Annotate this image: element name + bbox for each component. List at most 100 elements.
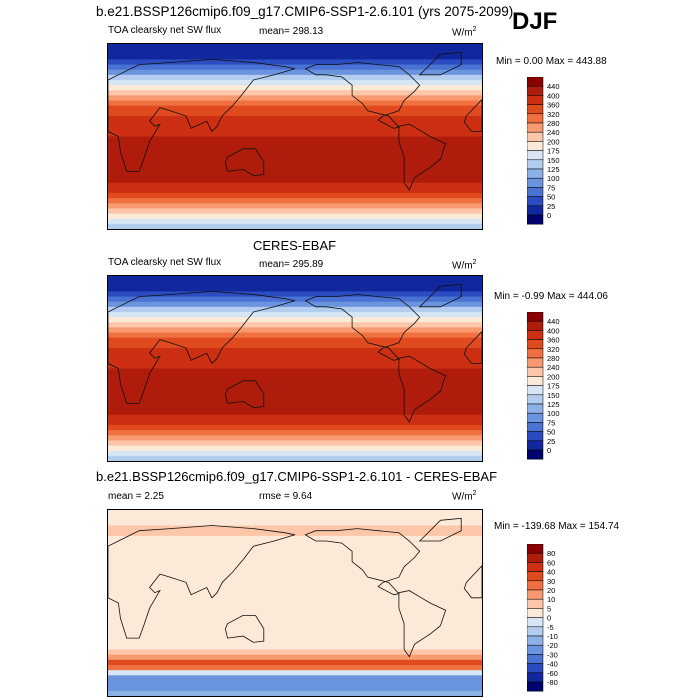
colorbar-swatch [527,617,544,628]
panel1-units-label: W/m2 [452,26,477,39]
map-band [108,49,482,55]
map-band [108,373,482,380]
colorbar-swatch [527,348,544,359]
map-band [108,54,482,61]
colorbar-tick-label: 175 [547,382,560,391]
map-band [108,425,482,431]
map-band [108,172,482,179]
panel3-rmse-label: rmse = 9.64 [259,491,313,502]
colorbar-swatch [527,85,544,96]
map-band [108,404,482,411]
map-band [108,525,482,532]
panel2-minmax: Min = -0.99 Max = 444.06 [494,291,608,302]
colorbar-swatch [527,214,544,225]
colorbar-swatch [527,339,544,350]
colorbar-swatch [527,635,544,646]
colorbar-tick-label: 75 [547,183,555,192]
colorbar-tick-label: 150 [547,156,560,165]
colorbar-tick-label: 60 [547,558,555,567]
map-band [108,634,482,640]
colorbar-swatch [527,562,544,572]
panel3-mean-label: mean = 2.25 [108,491,164,502]
colorbar-tick-label: 240 [547,128,560,137]
map-band [108,450,482,457]
colorbar-swatch [527,449,544,460]
map-band [108,146,482,153]
map-band [108,546,482,552]
map-band [108,389,482,395]
map-band [108,572,482,578]
map-band [108,363,482,370]
panel3-map-svg [108,510,482,696]
colorbar-tick-label: 5 [547,604,551,613]
colorbar-tick-label: 280 [547,354,560,363]
colorbar-swatch [527,376,544,386]
map-band [108,680,482,687]
map-band [108,342,482,349]
colorbar-tick-label: 320 [547,345,560,354]
colorbar-swatch [527,177,544,188]
season-label: DJF [512,8,558,35]
colorbar-swatch [527,357,544,368]
panel2-mean-label: mean= 295.89 [259,259,324,270]
map-band [108,520,482,527]
colorbar-swatch [527,422,544,432]
map-band [108,435,482,442]
map-band [108,100,482,107]
map-band [108,79,482,86]
map-band [108,69,482,76]
map-band [108,665,482,671]
coastline [398,123,447,191]
colorbar-tick-label: -30 [547,650,558,659]
colorbar-swatch [527,663,544,674]
map-band [108,675,482,682]
colorbar-tick-label: -60 [547,669,558,678]
colorbar-swatch [527,113,544,124]
panel1-minmax: Min = 0.00 Max = 443.88 [496,56,607,67]
map-band [108,198,482,204]
map-band [108,670,482,676]
colorbar-tick-label: 440 [547,82,560,91]
map-band [108,644,482,651]
colorbar-tick-label: 400 [547,326,560,335]
panel2-units-label: W/m2 [452,259,477,272]
panel3-subtitle: b.e21.BSSP126cmip6.f09_g17.CMIP6-SSP1-2.… [96,469,498,484]
map-band [108,378,482,385]
colorbar-swatch [527,168,544,179]
colorbar-tick-label: -20 [547,641,558,650]
colorbar-tick-label: 400 [547,91,560,100]
colorbar-tick-label: -5 [547,623,554,632]
map-band [108,455,482,461]
colorbar-tick-label: -40 [547,660,558,669]
map-band [108,587,482,594]
colorbar-tick-label: 40 [547,568,555,577]
map-band [108,115,482,122]
coastline [398,590,447,658]
map-band [108,685,482,692]
coastline [418,517,462,542]
colorbar-swatch [527,571,544,582]
coastline [224,615,265,643]
coastline [108,290,296,404]
map-band [108,618,482,625]
map-band [108,218,482,225]
coastline [304,62,421,129]
colorbar-swatch [527,104,544,115]
map-band [108,157,482,163]
panel1-mean-label: mean= 298.13 [259,26,324,37]
colorbar-swatch [527,654,544,664]
colorbar-swatch [527,131,544,142]
coastline [224,148,265,177]
colorbar-tick-label: 10 [547,595,555,604]
figure-title: b.e21.BSSP126cmip6.f09_g17.CMIP6-SSP1-2.… [96,4,514,19]
map-band [108,296,482,303]
map-band [108,85,482,91]
colorbar-swatch [527,150,544,161]
map-band [108,639,482,645]
colorbar-swatch [527,403,544,414]
map-band [108,301,482,308]
map-band [108,90,482,96]
coastline [224,380,265,409]
